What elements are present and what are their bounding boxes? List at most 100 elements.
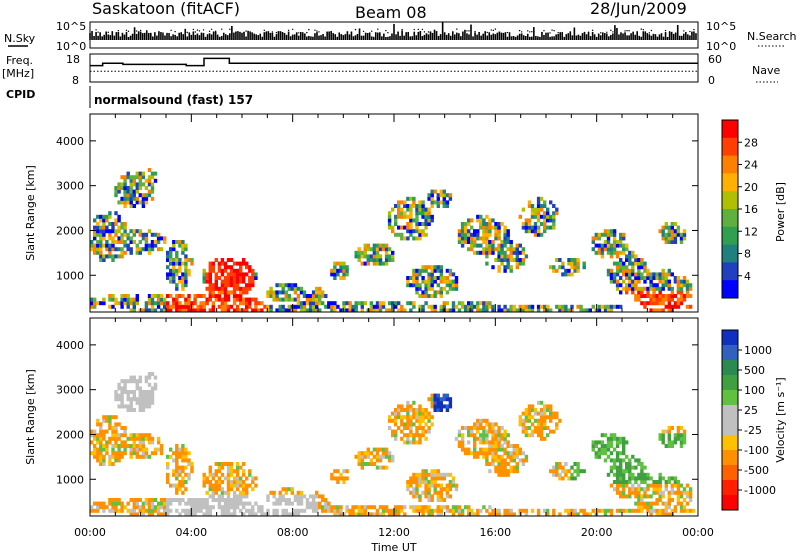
- echo-cell: [102, 433, 106, 438]
- echo-cell: [430, 294, 434, 298]
- echo-cell: [497, 454, 501, 459]
- echo-cell: [549, 404, 553, 409]
- echo-cell: [190, 304, 194, 309]
- echo-cell: [391, 304, 395, 309]
- echo-cell: [403, 214, 407, 219]
- echo-cell: [369, 505, 374, 510]
- echo-cell: [150, 175, 155, 180]
- echo-cell: [622, 261, 626, 266]
- echo-cell: [150, 386, 155, 391]
- echo-cell: [126, 294, 130, 298]
- echo-cell: [409, 207, 413, 212]
- echo-cell: [147, 440, 152, 445]
- echo-cell: [670, 290, 674, 295]
- nsearch-point: [648, 32, 651, 34]
- echo-cell: [409, 415, 413, 420]
- echo-cell: [661, 279, 665, 284]
- echo-cell: [503, 229, 507, 234]
- echo-cell: [156, 232, 161, 237]
- echo-cell: [470, 508, 474, 513]
- echo-cell: [120, 196, 124, 201]
- echo-cell: [661, 501, 665, 506]
- echo-cell: [552, 222, 556, 226]
- echo-cell: [612, 447, 617, 452]
- echo-cell: [239, 508, 243, 513]
- echo-cell: [515, 451, 519, 456]
- echo-cell: [96, 222, 100, 226]
- echo-cell: [248, 469, 252, 474]
- echo-cell: [439, 193, 443, 198]
- echo-cell: [196, 294, 200, 298]
- echo-cell: [366, 462, 370, 466]
- echo-cell: [442, 487, 446, 492]
- echo-cell: [135, 447, 139, 452]
- echo-cell: [138, 182, 142, 187]
- echo-cell: [445, 490, 450, 495]
- echo-cell: [296, 286, 301, 291]
- echo-cell: [436, 268, 440, 273]
- echo-cell: [117, 218, 121, 223]
- echo-cell: [220, 290, 225, 295]
- echo-cell: [619, 462, 623, 466]
- echo-cell: [418, 211, 422, 216]
- echo-cell: [159, 498, 164, 502]
- nsearch-point: [377, 28, 379, 30]
- echo-cell: [421, 304, 425, 309]
- echo-cell: [281, 494, 285, 499]
- x-tick-label: 04:00: [175, 526, 207, 539]
- echo-cell: [667, 498, 671, 502]
- echo-cell: [108, 415, 112, 420]
- echo-cell: [482, 218, 486, 223]
- echo-cell: [229, 469, 234, 474]
- echo-cell: [193, 512, 197, 516]
- echo-cell: [634, 261, 638, 266]
- echo-cell: [421, 211, 425, 216]
- echo-cell: [609, 279, 614, 284]
- echo-cell: [439, 189, 443, 194]
- echo-cell: [615, 261, 620, 266]
- echo-cell: [412, 480, 416, 484]
- echo-cell: [521, 451, 526, 456]
- echo-cell: [667, 501, 671, 506]
- echo-cell: [485, 454, 489, 459]
- echo-cell: [135, 182, 139, 187]
- echo-cell: [409, 429, 413, 434]
- echo-cell: [123, 186, 127, 190]
- echo-cell: [333, 508, 337, 513]
- echo-cell: [93, 444, 97, 448]
- echo-cell: [430, 276, 434, 280]
- echo-cell: [381, 508, 386, 513]
- echo-cell: [214, 498, 218, 502]
- echo-cell: [153, 178, 158, 183]
- echo-cell: [132, 297, 136, 302]
- echo-cell: [521, 429, 526, 434]
- echo-cell: [193, 505, 197, 510]
- echo-cell: [564, 308, 568, 312]
- echo-cell: [135, 400, 139, 405]
- echo-cell: [178, 483, 182, 488]
- echo-cell: [609, 469, 614, 474]
- echo-cell: [102, 508, 106, 513]
- echo-cell: [418, 272, 422, 277]
- echo-cell: [415, 440, 419, 445]
- echo-cell: [515, 243, 519, 248]
- echo-cell: [223, 476, 228, 481]
- colorbar-tick-label: 500: [744, 364, 765, 377]
- y-tick-label: 2000: [56, 224, 84, 237]
- echo-cell: [591, 440, 595, 445]
- echo-cell: [463, 447, 468, 452]
- echo-cell: [105, 214, 109, 219]
- echo-cell: [138, 379, 142, 384]
- echo-cell: [403, 415, 407, 420]
- y-tick-label: 2000: [56, 428, 84, 441]
- echo-cell: [640, 272, 644, 277]
- echo-cell: [299, 498, 304, 502]
- echo-cell: [615, 286, 620, 291]
- echo-cell: [387, 247, 392, 252]
- echo-cell: [594, 444, 598, 448]
- echo-cell: [342, 476, 346, 481]
- echo-cell: [418, 286, 422, 291]
- echo-cell: [430, 308, 434, 312]
- echo-cell: [439, 276, 443, 280]
- echo-cell: [150, 240, 155, 244]
